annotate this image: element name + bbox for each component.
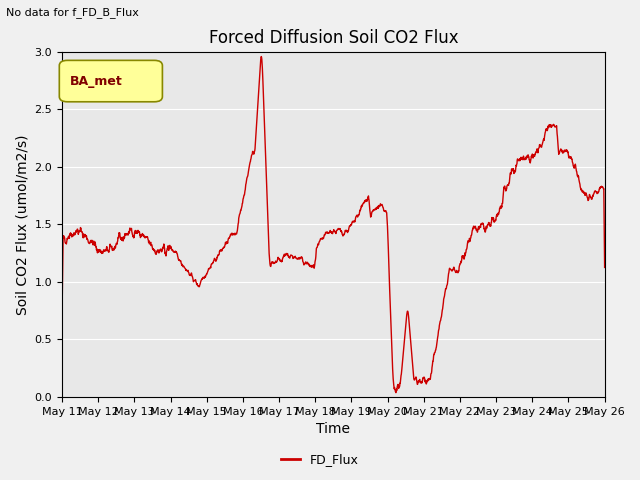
Legend: FD_Flux: FD_Flux [276, 448, 364, 471]
FancyBboxPatch shape [60, 60, 163, 102]
Text: No data for f_FD_B_Flux: No data for f_FD_B_Flux [6, 7, 140, 18]
Y-axis label: Soil CO2 Flux (umol/m2/s): Soil CO2 Flux (umol/m2/s) [15, 134, 29, 314]
Text: BA_met: BA_met [70, 74, 123, 87]
X-axis label: Time: Time [316, 422, 350, 436]
Title: Forced Diffusion Soil CO2 Flux: Forced Diffusion Soil CO2 Flux [209, 29, 458, 48]
